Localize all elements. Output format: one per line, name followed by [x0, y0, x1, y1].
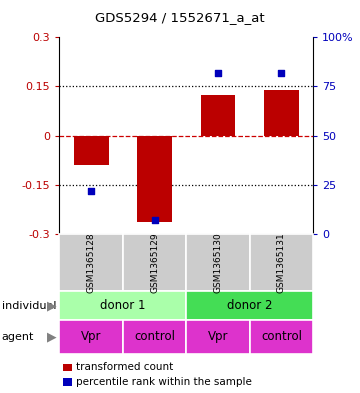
Text: individual: individual	[2, 301, 56, 310]
Text: Vpr: Vpr	[81, 331, 102, 343]
Point	[152, 217, 157, 223]
Text: percentile rank within the sample: percentile rank within the sample	[76, 377, 252, 387]
Text: donor 2: donor 2	[227, 299, 273, 312]
Text: GSM1365129: GSM1365129	[150, 232, 159, 293]
Text: donor 1: donor 1	[100, 299, 145, 312]
Bar	[201, 95, 235, 136]
Bar	[74, 136, 109, 165]
Text: control: control	[134, 331, 175, 343]
Text: control: control	[261, 331, 302, 343]
Bar	[264, 90, 299, 136]
Text: GSM1365128: GSM1365128	[87, 232, 96, 293]
Point	[279, 70, 284, 76]
Text: GDS5294 / 1552671_a_at: GDS5294 / 1552671_a_at	[95, 11, 265, 24]
Text: Vpr: Vpr	[208, 331, 228, 343]
Text: ▶: ▶	[48, 299, 57, 312]
Text: ▶: ▶	[48, 331, 57, 343]
Point	[88, 187, 94, 194]
Text: GSM1365130: GSM1365130	[213, 232, 222, 293]
Point	[215, 70, 221, 76]
Bar	[137, 136, 172, 222]
Text: GSM1365131: GSM1365131	[277, 232, 286, 293]
Text: transformed count: transformed count	[76, 362, 173, 373]
Text: agent: agent	[2, 332, 34, 342]
